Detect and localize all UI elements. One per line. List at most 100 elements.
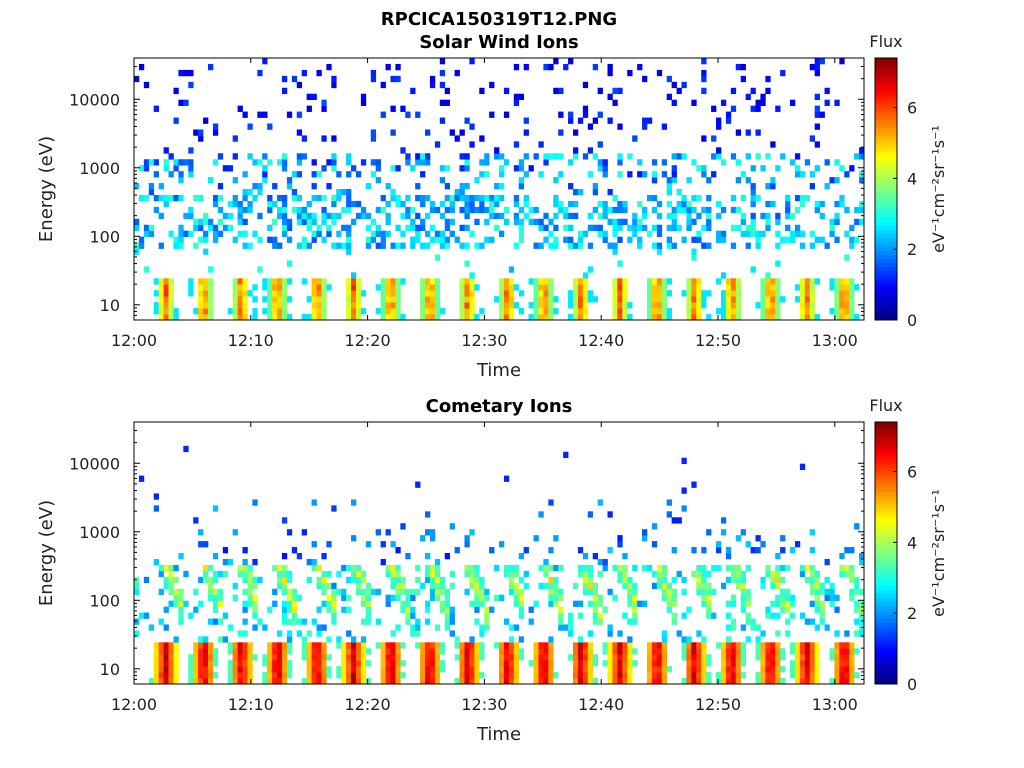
cometary-cell <box>849 564 855 572</box>
cometary-cell <box>193 517 199 524</box>
cometary-cell <box>577 660 584 667</box>
cometary-cell <box>844 547 850 554</box>
cometary-cell <box>148 624 155 631</box>
solar-wind-cell <box>415 153 421 160</box>
solar-wind-cell <box>370 218 377 226</box>
solar-wind-cell <box>730 206 737 214</box>
cometary-cell <box>518 612 525 619</box>
cometary-cell <box>380 666 386 673</box>
cometary-cell <box>188 654 194 661</box>
cometary-cell <box>281 660 288 667</box>
cometary-cell <box>597 558 603 566</box>
cometary-cell <box>168 588 174 596</box>
cometary-cell <box>321 642 327 649</box>
solar-wind-cell <box>686 200 692 208</box>
solar-wind-cell <box>360 159 367 166</box>
solar-wind-cell <box>656 242 663 249</box>
cometary-cell <box>474 600 480 607</box>
cometary-cell <box>439 606 446 613</box>
cometary-cell <box>272 642 278 649</box>
cometary-cell <box>740 529 746 536</box>
solar-wind-cell <box>193 308 199 315</box>
solar-wind-cell <box>203 212 209 220</box>
cometary-cell <box>681 505 687 512</box>
cometary-cell <box>577 636 584 643</box>
cometary-cell <box>854 588 860 596</box>
solar-wind-cell <box>484 236 490 243</box>
solar-wind-cell <box>499 183 505 190</box>
cometary-cell <box>272 666 278 673</box>
solar-wind-cell <box>203 314 209 321</box>
cometary-colorbar-segment <box>875 491 897 497</box>
solar-wind-cell <box>370 135 377 142</box>
solar-wind-cell <box>785 236 791 243</box>
cometary-cell <box>207 678 214 685</box>
cometary-cell <box>735 666 742 673</box>
cometary-cell <box>385 654 391 661</box>
cometary-cell <box>622 648 628 655</box>
solar-wind-cell <box>617 87 623 95</box>
solar-wind-cell <box>513 194 520 202</box>
solar-wind-cell <box>237 290 243 297</box>
cometary-cell <box>716 678 722 685</box>
cometary-cell <box>834 660 840 667</box>
solar-wind-cell <box>508 278 515 285</box>
solar-wind-cell <box>474 242 480 249</box>
cometary-cell <box>814 642 820 649</box>
solar-wind-cell <box>720 308 727 315</box>
cometary-cell <box>464 535 470 542</box>
cometary-cell <box>622 678 628 685</box>
solar-wind-cell <box>355 308 362 315</box>
cometary-cell <box>661 654 668 661</box>
solar-wind-cell <box>272 296 278 303</box>
cometary-cell <box>375 618 381 625</box>
cometary-cell <box>740 648 746 655</box>
solar-wind-cell <box>346 302 352 309</box>
cometary-cell <box>222 612 229 619</box>
solar-wind-cell <box>237 206 243 214</box>
cometary-y-tick-label: 100 <box>89 591 120 610</box>
solar-wind-cell <box>513 165 520 172</box>
cometary-cell <box>321 648 327 655</box>
solar-wind-cell <box>375 224 381 232</box>
solar-wind-cell <box>656 314 663 321</box>
cometary-cell <box>809 642 816 649</box>
solar-wind-cell <box>691 99 697 106</box>
solar-wind-cell <box>701 171 707 178</box>
solar-wind-cell <box>272 278 278 285</box>
solar-wind-cell <box>395 290 401 297</box>
cometary-cell <box>449 630 455 637</box>
cometary-cell <box>844 648 850 655</box>
solar-wind-cell <box>286 218 293 226</box>
cometary-cell <box>706 600 712 607</box>
cometary-cell <box>425 666 431 673</box>
cometary-cell <box>434 624 441 631</box>
cometary-cell <box>646 666 653 673</box>
cometary-cell <box>429 570 436 578</box>
cometary-cell <box>666 594 672 601</box>
solar-wind-cell <box>503 87 510 95</box>
cometary-cell <box>508 678 515 685</box>
solar-wind-cell <box>375 230 381 237</box>
cometary-cell <box>365 588 372 596</box>
cometary-cell <box>331 600 337 607</box>
cometary-cell <box>656 672 663 679</box>
cometary-cell <box>400 660 406 667</box>
cometary-cell <box>612 654 618 661</box>
cometary-cell <box>351 678 357 685</box>
solar-wind-cell <box>429 200 436 208</box>
solar-wind-cell <box>568 58 574 65</box>
solar-wind-cell <box>331 212 337 220</box>
solar-wind-cell <box>272 236 278 243</box>
solar-wind-cell <box>799 284 806 291</box>
solar-wind-cell <box>380 314 386 321</box>
solar-wind-cell <box>676 153 682 160</box>
cometary-cell <box>745 564 751 572</box>
solar-wind-cell <box>331 135 337 142</box>
cometary-cell <box>602 648 608 655</box>
solar-wind-cell <box>272 284 278 291</box>
cometary-cell <box>513 648 520 655</box>
solar-wind-cell <box>469 206 475 214</box>
solar-wind-cell <box>839 308 845 315</box>
cometary-cell <box>548 594 554 601</box>
